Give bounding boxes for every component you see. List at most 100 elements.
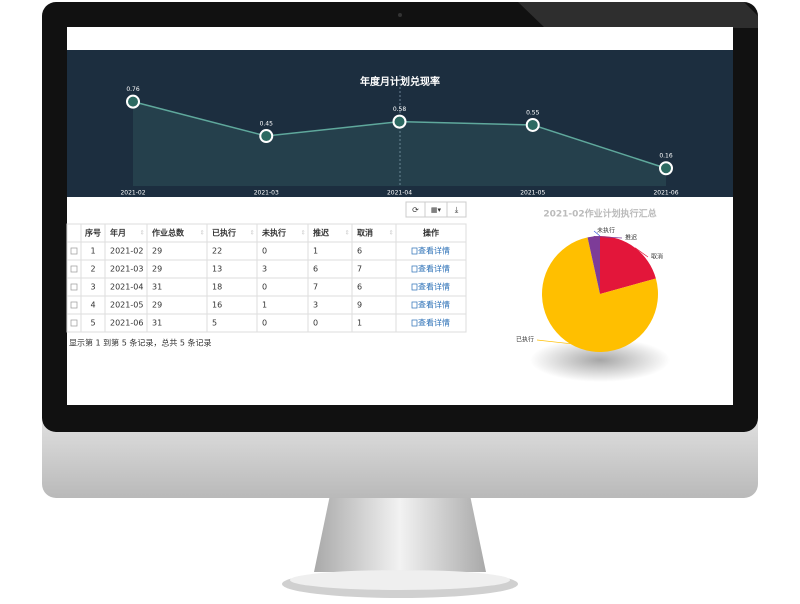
data-label: 0.55 (526, 109, 540, 116)
table-header: 已执行 (212, 228, 236, 238)
row-checkbox[interactable] (70, 265, 78, 273)
table-cell: 2021-06 (110, 319, 143, 328)
table-cell: 2021-03 (110, 265, 143, 274)
table-cell: 6 (357, 247, 362, 256)
pie-label: 取消 (651, 253, 663, 261)
table-cell: 6 (357, 283, 362, 292)
table-cell: 5 (212, 319, 217, 328)
export-button[interactable] (446, 201, 467, 218)
table-header: 年月 (110, 228, 126, 238)
pie-slice (542, 237, 658, 352)
table-cell: 29 (152, 247, 162, 256)
table-cell: 5 (90, 319, 95, 328)
sort-icon: ⇕ (388, 230, 393, 237)
detail-link[interactable]: 查看详情 (418, 300, 450, 310)
stand-neck (314, 495, 486, 572)
label-leader (536, 339, 571, 345)
x-tick-label: 2021-03 (254, 190, 279, 197)
table-cell: 18 (212, 283, 222, 292)
table-header: 序号 (85, 228, 101, 238)
table-cell: 1 (313, 247, 318, 256)
table-cell: 6 (313, 265, 318, 274)
pie-label: 未执行 (597, 227, 615, 235)
pie-label: 已执行 (516, 336, 534, 344)
point (525, 117, 540, 132)
detail-icon (411, 283, 418, 291)
pie-slice (587, 236, 600, 294)
point (659, 161, 673, 176)
label-leader (634, 247, 649, 258)
detail-link[interactable]: 查看详情 (418, 246, 450, 256)
table-header: 取消 (357, 228, 373, 238)
point (126, 94, 140, 109)
table-cell: 0 (313, 319, 318, 328)
table-cell: 3 (262, 265, 267, 274)
table-cell: 29 (152, 301, 162, 310)
table-header: 推迟 (313, 228, 329, 238)
detail-icon (411, 301, 418, 309)
table-cell: 1 (90, 247, 95, 256)
detail-icon (411, 265, 418, 273)
line-chart-title: 年度月计划兑现率 (360, 75, 440, 88)
table-footer: 显示第 1 到第 5 条记录，总共 5 条记录 (69, 338, 212, 348)
table-cell: 3 (313, 301, 318, 310)
data-label: 0.45 (260, 121, 274, 128)
pie-title: 2021-02作业计划执行汇总 (543, 208, 656, 220)
table-cell: 7 (357, 265, 362, 274)
detail-icon (411, 319, 418, 327)
export-icon: ⤓ (455, 206, 459, 215)
table-cell: 1 (262, 301, 267, 310)
refresh-icon: ⟳ (412, 206, 419, 215)
table-header: 操作 (423, 228, 439, 238)
camera (398, 13, 402, 17)
sort-icon: ⇕ (344, 230, 349, 237)
sort-icon: ⇕ (249, 230, 254, 237)
table-header: 作业总数 (152, 228, 185, 238)
table-cell: 2021-04 (110, 283, 143, 292)
table-cell: 0 (262, 283, 267, 292)
table-cell: 29 (152, 265, 162, 274)
table-cell: 16 (212, 301, 222, 310)
table-header: 未执行 (261, 228, 286, 238)
x-tick-label: 2021-04 (387, 190, 412, 197)
table-cell: 0 (262, 319, 267, 328)
label-leader (593, 230, 601, 237)
row-checkbox[interactable] (70, 283, 78, 291)
sort-icon: ⇕ (199, 230, 204, 237)
point (259, 129, 274, 144)
x-tick-label: 2021-02 (120, 190, 145, 197)
columns-icon: ▦▾ (431, 206, 442, 214)
table-cell: 1 (357, 319, 362, 328)
table-cell: 2021-05 (110, 301, 143, 310)
table-toolbar: ⟳ ▦▾ ⤓ (405, 201, 467, 218)
table-cell: 22 (212, 247, 222, 256)
row-checkbox[interactable] (70, 301, 78, 309)
sort-icon: ⇕ (300, 230, 305, 237)
table-cell: 7 (313, 283, 318, 292)
table-cell: 31 (152, 283, 162, 292)
table-cell: 2021-02 (110, 247, 143, 256)
sort-icon: ⇕ (139, 230, 144, 237)
table-cell: 31 (152, 319, 162, 328)
pie-shadow (530, 338, 670, 382)
table-cell: 9 (357, 301, 362, 310)
detail-icon (411, 247, 418, 255)
row-checkbox[interactable] (70, 247, 78, 255)
table-cell: 3 (90, 283, 95, 292)
line-area (133, 101, 666, 186)
row-checkbox[interactable] (70, 319, 78, 327)
data-label: 0.16 (659, 153, 673, 160)
data-label: 0.58 (393, 106, 407, 113)
detail-link[interactable]: 查看详情 (418, 264, 450, 274)
bezel-glare (518, 2, 758, 28)
table-cell: 2 (90, 265, 95, 274)
x-tick-label: 2021-05 (520, 190, 545, 197)
detail-link[interactable]: 查看详情 (418, 282, 450, 292)
data-label: 0.76 (126, 86, 140, 93)
detail-link[interactable]: 查看详情 (418, 318, 450, 328)
x-tick-label: 2021-06 (653, 190, 678, 197)
table-cell: 0 (262, 247, 267, 256)
stand-base-top (290, 570, 510, 590)
point (392, 114, 407, 129)
